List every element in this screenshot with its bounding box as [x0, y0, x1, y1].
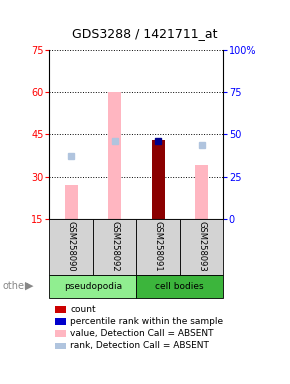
Bar	[195, 166, 208, 219]
Bar	[49, 219, 93, 275]
Bar	[180, 219, 223, 275]
Text: value, Detection Call = ABSENT: value, Detection Call = ABSENT	[70, 329, 214, 338]
Bar	[152, 140, 165, 219]
Bar	[93, 219, 136, 275]
Bar	[136, 275, 223, 298]
Bar	[136, 219, 180, 275]
Text: rank, Detection Call = ABSENT: rank, Detection Call = ABSENT	[70, 341, 209, 351]
Bar	[108, 92, 121, 219]
Text: other: other	[3, 281, 29, 291]
Text: cell bodies: cell bodies	[155, 281, 204, 291]
Text: ▶: ▶	[25, 281, 33, 291]
Bar	[64, 185, 78, 219]
Text: pseudopodia: pseudopodia	[64, 281, 122, 291]
Text: GSM258091: GSM258091	[153, 222, 163, 272]
Bar	[49, 275, 136, 298]
Text: GSM258090: GSM258090	[66, 222, 76, 272]
Text: percentile rank within the sample: percentile rank within the sample	[70, 317, 224, 326]
Text: count: count	[70, 305, 96, 314]
Text: GSM258093: GSM258093	[197, 221, 206, 272]
Text: GDS3288 / 1421711_at: GDS3288 / 1421711_at	[72, 27, 218, 40]
Text: GSM258092: GSM258092	[110, 222, 119, 272]
